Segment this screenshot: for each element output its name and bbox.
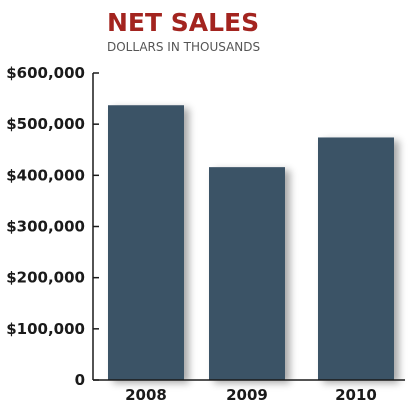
y-tick-label: $400,000 [6,166,85,184]
bars-layer [108,105,394,381]
chart-title: NET SALES [107,8,259,37]
bar-2008 [108,105,184,381]
x-tick-label-2008: 2008 [125,386,167,404]
y-tick-label: $100,000 [6,320,85,338]
y-tick-label: $500,000 [6,115,85,133]
ticks-layer: 0 $100,000 $200,000 $300,000 $400,000 $500,00… [6,64,377,404]
bar-2009 [209,167,285,380]
y-tick-label: $300,000 [6,218,85,236]
y-tick-label: $200,000 [6,269,85,287]
y-tick-label: $600,000 [6,64,85,82]
x-tick-label-2009: 2009 [226,386,268,404]
bar-2010 [318,137,394,380]
chart-subtitle: DOLLARS IN THOUSANDS [107,40,260,54]
x-tick-label-2010: 2010 [335,386,377,404]
y-tick-label: 0 [75,371,85,389]
